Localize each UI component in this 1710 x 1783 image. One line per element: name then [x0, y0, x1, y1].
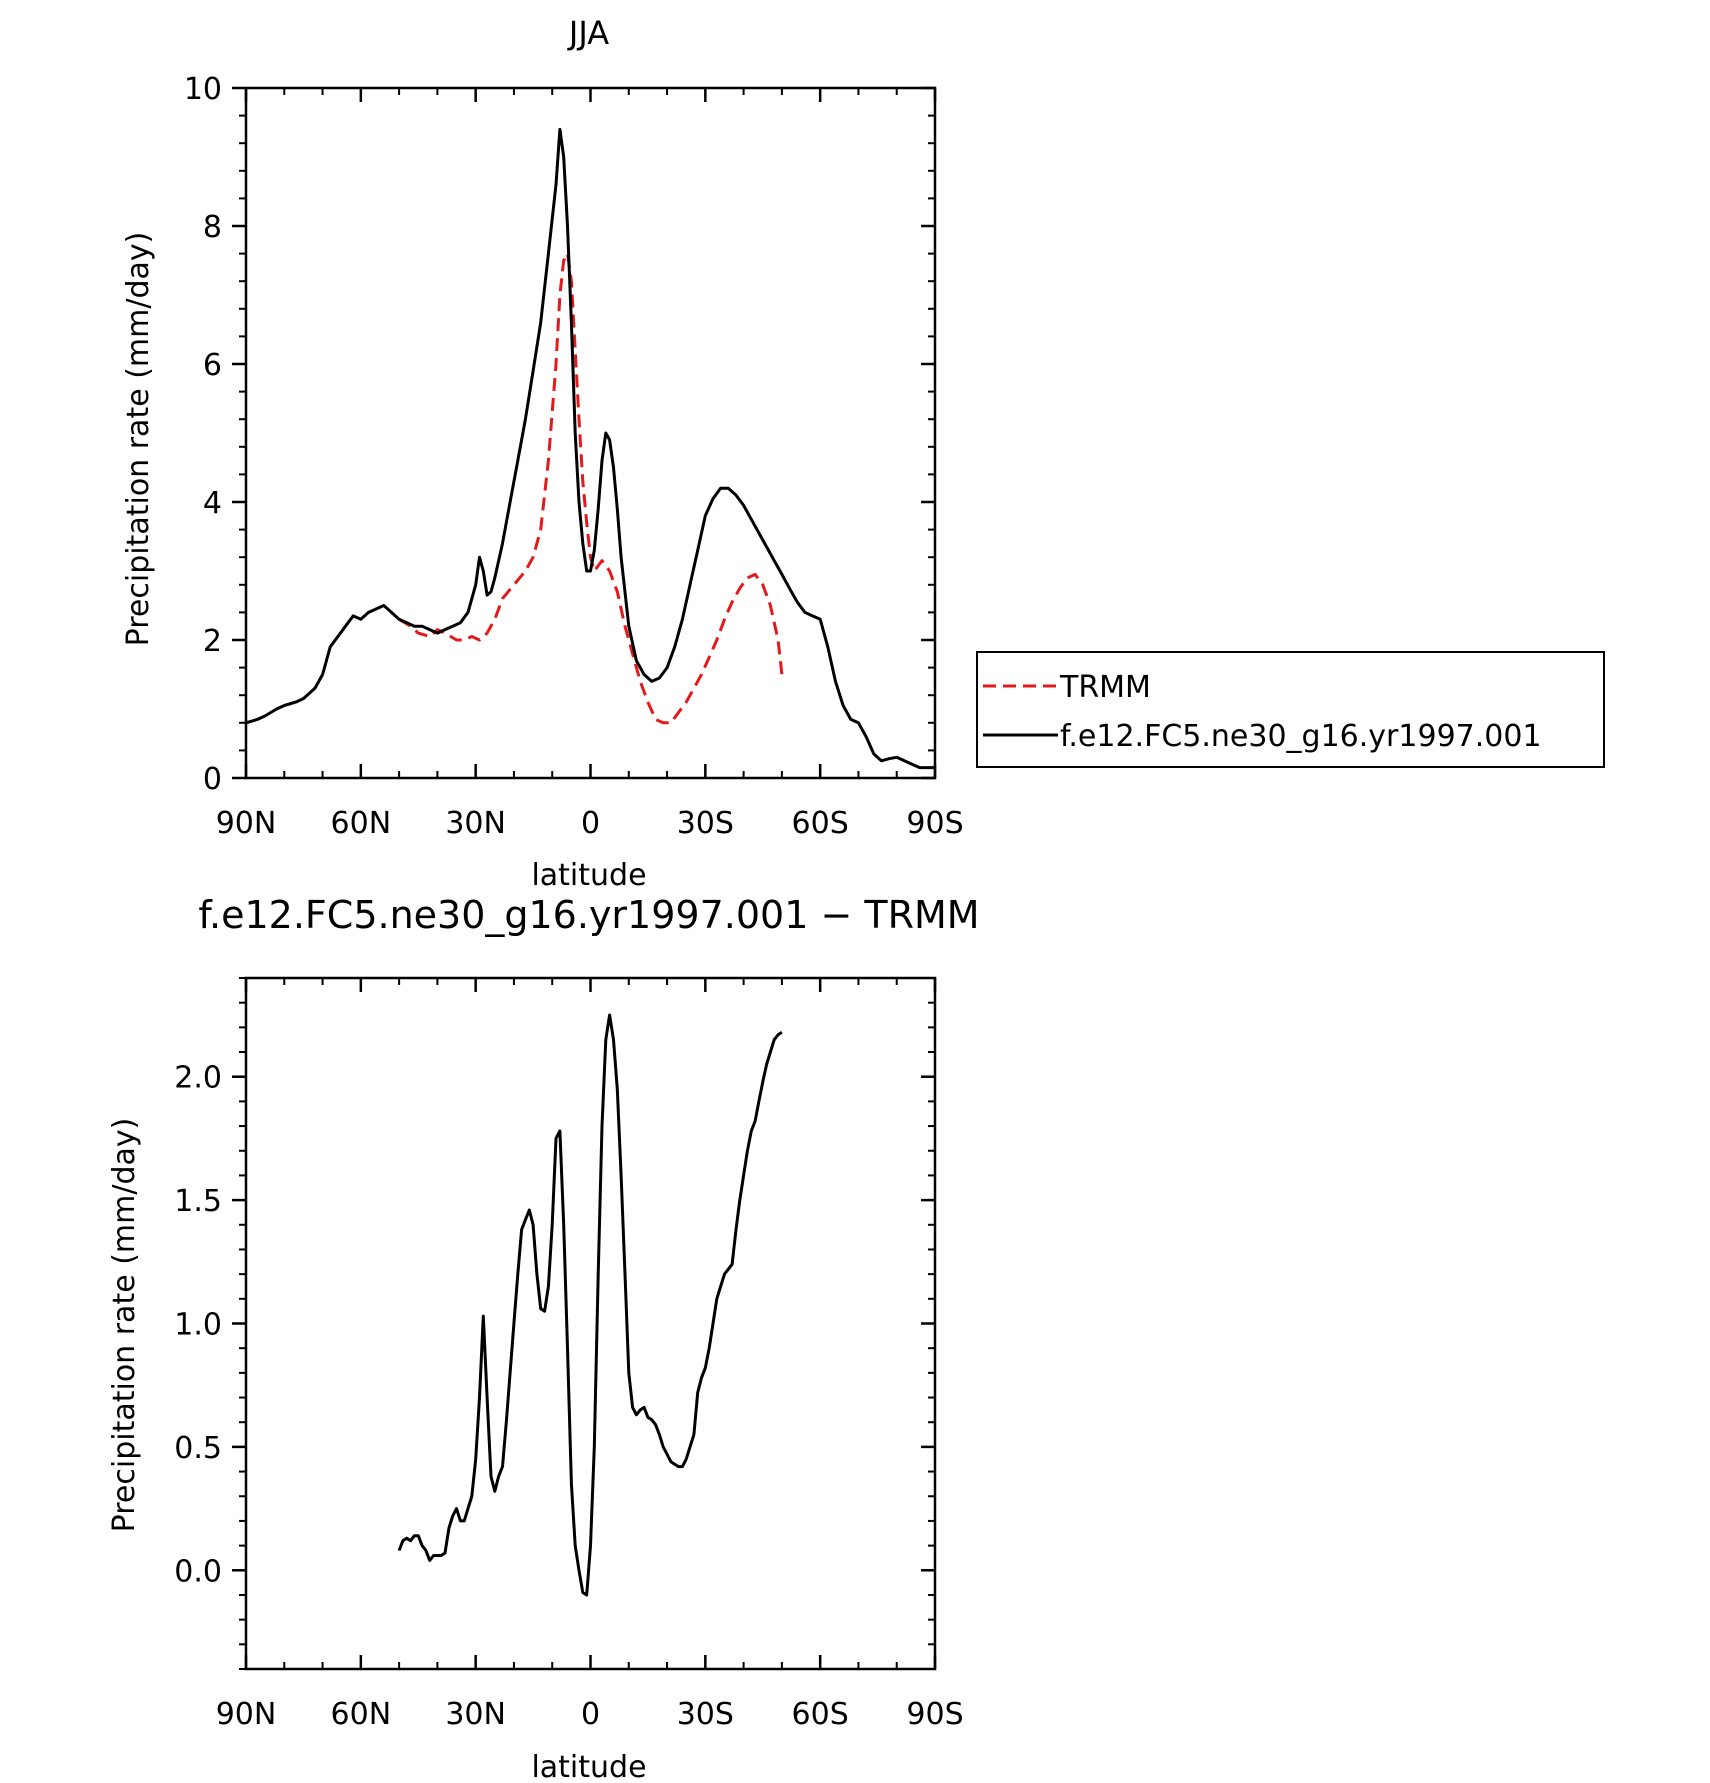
- top-y-tick-label: 2: [203, 624, 222, 659]
- bottom-y-tick-label: 0.5: [174, 1431, 222, 1466]
- bottom-x-tick-label: 0: [581, 1697, 600, 1732]
- bottom-chart-title: f.e12.FC5.ne30_g16.yr1997.001 − TRMM: [198, 893, 979, 937]
- top-x-tick-label: 60S: [792, 806, 849, 841]
- top-chart-title: JJA: [567, 14, 609, 52]
- bottom-y-tick-label: 0.0: [174, 1554, 222, 1589]
- top-x-axis-label: latitude: [531, 858, 646, 893]
- top-series-lines: [245, 127, 935, 770]
- top-x-tick-label: 30S: [677, 806, 734, 841]
- bottom-series-lines: [397, 1013, 783, 1597]
- top-series-line-1: [245, 127, 935, 770]
- legend-label-model: f.e12.FC5.ne30_g16.yr1997.001: [1060, 719, 1542, 754]
- top-y-tick-label: 8: [203, 210, 222, 245]
- top-y-tick-label: 4: [203, 486, 222, 521]
- top-y-tick-label: 6: [203, 348, 222, 383]
- top-x-tick-label: 60N: [331, 806, 392, 841]
- top-plot-frame: [244, 86, 937, 780]
- legend: TRMM f.e12.FC5.ne30_g16.yr1997.001: [976, 651, 1605, 768]
- bottom-y-tick-label: 1.0: [174, 1308, 222, 1343]
- bottom-x-tick-label: 90N: [216, 1697, 277, 1732]
- legend-label-trmm: TRMM: [1059, 670, 1151, 705]
- top-y-tick-label: 10: [184, 72, 222, 107]
- bottom-series-line-0: [397, 1013, 783, 1597]
- bottom-y-tick-label: 2.0: [174, 1061, 222, 1096]
- top-y-axis-label: Precipitation rate (mm/day): [121, 232, 156, 647]
- bottom-x-tick-label: 60N: [331, 1697, 392, 1732]
- legend-box: [976, 651, 1605, 768]
- bottom-plot-frame: [244, 976, 937, 1671]
- top-x-tick-label: 90N: [216, 806, 277, 841]
- bottom-y-tick-label: 1.5: [174, 1184, 222, 1219]
- bottom-x-tick-label: 90S: [906, 1697, 963, 1732]
- bottom-x-tick-label: 30S: [677, 1697, 734, 1732]
- top-x-tick-label: 90S: [906, 806, 963, 841]
- bottom-x-axis-label: latitude: [531, 1750, 646, 1783]
- bottom-x-tick-label: 30N: [445, 1697, 506, 1732]
- top-x-tick-label: 30N: [445, 806, 506, 841]
- top-x-tick-label: 0: [581, 806, 600, 841]
- top-series-line-0: [398, 252, 784, 725]
- bottom-x-tick-label: 60S: [792, 1697, 849, 1732]
- top-axes: 90N 60N 30N 0 30S 60S 90S 0 2 4 6 8 10: [184, 72, 964, 841]
- bottom-axes: 90N 60N 30N 0 30S 60S 90S 0.0 0.5 1.0 1.5 2.0: [174, 976, 964, 1732]
- bottom-y-axis-label: Precipitation rate (mm/day): [107, 1118, 142, 1533]
- top-y-tick-label: 0: [203, 762, 222, 797]
- bottom-panel: f.e12.FC5.ne30_g16.yr1997.001 − TRMM 90N…: [107, 893, 980, 1783]
